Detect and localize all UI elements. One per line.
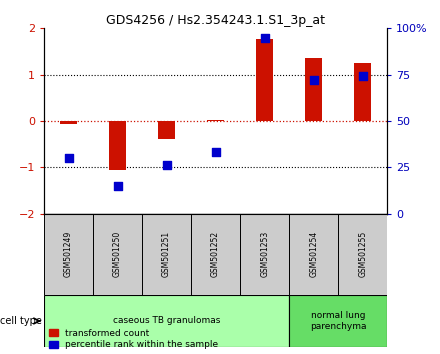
Bar xyxy=(44,213,93,295)
Text: caseous TB granulomas: caseous TB granulomas xyxy=(113,316,220,325)
Bar xyxy=(256,39,273,121)
Bar xyxy=(109,121,126,170)
Legend: transformed count, percentile rank within the sample: transformed count, percentile rank withi… xyxy=(48,329,218,349)
Text: GSM501250: GSM501250 xyxy=(113,231,122,278)
Bar xyxy=(354,63,371,121)
Bar xyxy=(289,213,338,295)
Bar xyxy=(289,295,387,347)
Point xyxy=(359,74,366,79)
Bar xyxy=(338,213,387,295)
Bar xyxy=(158,121,175,138)
Text: GSM501249: GSM501249 xyxy=(64,231,73,278)
Bar xyxy=(44,295,289,347)
Text: GSM501252: GSM501252 xyxy=(211,231,220,278)
Title: GDS4256 / Hs2.354243.1.S1_3p_at: GDS4256 / Hs2.354243.1.S1_3p_at xyxy=(106,14,325,27)
Text: GSM501251: GSM501251 xyxy=(162,231,171,278)
Text: cell type: cell type xyxy=(0,316,41,326)
Text: GSM501255: GSM501255 xyxy=(358,231,367,278)
Bar xyxy=(93,213,142,295)
Point xyxy=(261,35,268,40)
Text: normal lung
parenchyma: normal lung parenchyma xyxy=(310,311,367,331)
Bar xyxy=(305,58,322,121)
Point xyxy=(163,162,170,168)
Bar xyxy=(142,213,191,295)
Point xyxy=(65,155,72,161)
Bar xyxy=(207,120,224,121)
Point xyxy=(310,78,317,83)
Point xyxy=(212,150,219,155)
Point xyxy=(114,183,121,189)
Bar xyxy=(191,213,240,295)
Text: GSM501253: GSM501253 xyxy=(260,231,269,278)
Bar xyxy=(60,121,77,124)
Text: GSM501254: GSM501254 xyxy=(309,231,318,278)
Bar xyxy=(240,213,289,295)
